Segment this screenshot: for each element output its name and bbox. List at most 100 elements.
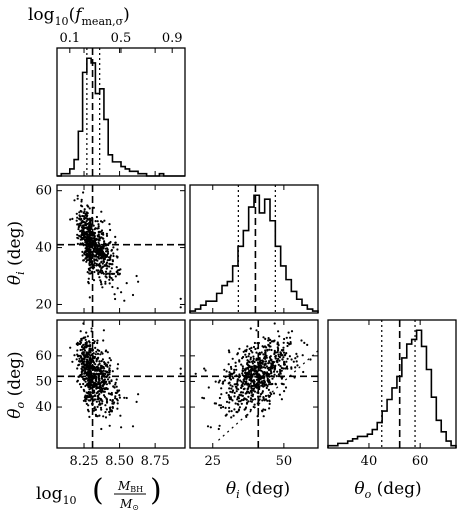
scatter-thetai-thetao-point bbox=[249, 382, 252, 385]
scatter-mbh-thetao-point bbox=[110, 410, 113, 413]
scatter-thetai-thetao-point bbox=[288, 355, 291, 358]
scatter-mbh-thetai-point bbox=[108, 223, 111, 226]
scatter-thetai-thetao-point bbox=[258, 360, 261, 364]
scatter-thetai-thetao-point bbox=[247, 400, 250, 403]
scatter-thetai-thetao-point bbox=[269, 341, 272, 345]
scatter-mbh-thetao-point bbox=[115, 391, 118, 395]
scatter-thetai-thetao-point bbox=[239, 400, 242, 403]
scatter-mbh-thetai-panel: 20 40 60 bbox=[35, 184, 186, 314]
scatter-thetai-thetao-point bbox=[264, 349, 267, 352]
scatter-mbh-thetao-point bbox=[76, 367, 79, 370]
scatter-mbh-thetai-point bbox=[109, 270, 112, 273]
scatter-mbh-thetao-point bbox=[116, 367, 119, 370]
scatter-thetai-thetao-point bbox=[214, 402, 218, 405]
scatter-thetai-thetao-point bbox=[218, 379, 221, 382]
scatter-thetai-thetao-point bbox=[250, 370, 253, 373]
xlabel-mbh: log10 ( MBH M⊙ ) bbox=[36, 473, 162, 512]
scatter-mbh-thetao-point bbox=[103, 362, 106, 366]
scatter-mbh-thetao-point bbox=[114, 381, 117, 384]
scatter-mbh-thetao-point bbox=[99, 403, 102, 406]
scatter-mbh-thetao-point bbox=[104, 411, 107, 414]
scatter-thetai-thetao-point bbox=[247, 360, 250, 363]
scatter-thetai-thetao-point bbox=[236, 383, 239, 386]
scatter-thetai-thetao-point bbox=[255, 329, 258, 332]
scatter-mbh-thetao-point bbox=[84, 338, 87, 341]
scatter-thetai-thetao-point bbox=[270, 359, 273, 362]
scatter-thetai-thetao-point bbox=[280, 349, 283, 352]
scatter-thetai-thetao-point bbox=[222, 405, 225, 409]
scatter-thetai-thetao-point bbox=[262, 336, 265, 339]
scatter-mbh-thetao-point bbox=[96, 339, 99, 342]
scatter-mbh-thetao-point bbox=[102, 394, 106, 397]
scatter-thetai-thetao-point bbox=[227, 363, 230, 366]
scatter-thetai-thetao-point bbox=[231, 399, 234, 402]
scatter-thetai-thetao-point bbox=[250, 386, 253, 389]
scatter-mbh-thetao-point bbox=[99, 397, 102, 400]
scatter-mbh-thetai-point bbox=[98, 247, 101, 250]
scatter-mbh-thetai-point bbox=[102, 231, 105, 235]
scatter-mbh-thetao-point bbox=[104, 416, 108, 419]
scatter-thetai-thetao-point bbox=[266, 367, 269, 370]
scatter-mbh-thetao-point bbox=[90, 360, 93, 364]
scatter-thetai-thetao-point bbox=[247, 372, 250, 376]
scatter-thetai-thetao-point bbox=[274, 357, 277, 360]
scatter-mbh-thetao-point bbox=[98, 400, 101, 403]
scatter-mbh-thetao-point bbox=[100, 351, 103, 354]
scatter-thetai-thetao-point bbox=[273, 365, 277, 368]
scatter-mbh-thetai-point bbox=[96, 245, 99, 248]
scatter-mbh-thetai-point bbox=[116, 248, 119, 251]
scatter-mbh-thetao-point bbox=[76, 343, 79, 346]
scatter-mbh-thetai-point bbox=[76, 233, 79, 236]
scatter-thetai-thetao-point bbox=[300, 339, 303, 342]
scatter-thetai-thetao-point bbox=[237, 395, 240, 398]
scatter-mbh-thetai-point bbox=[83, 226, 86, 230]
scatter-thetai-thetao-point bbox=[295, 360, 298, 363]
scatter-mbh-thetao-point bbox=[96, 352, 100, 355]
scatter-mbh-thetai-point bbox=[115, 255, 118, 258]
scatter-mbh-thetao-point bbox=[105, 383, 108, 386]
scatter-mbh-thetai-point bbox=[86, 259, 89, 262]
scatter-mbh-thetai-point bbox=[120, 291, 123, 294]
scatter-thetai-thetao-point bbox=[292, 360, 295, 363]
scatter-thetai-thetao-point bbox=[241, 383, 244, 386]
scatter-mbh-thetao-point bbox=[123, 396, 126, 399]
scatter-mbh-thetai-point bbox=[87, 226, 90, 230]
scatter-thetai-thetao-point bbox=[245, 380, 248, 383]
scatter-mbh-thetao-point bbox=[86, 371, 89, 375]
scatter-thetai-thetao-point bbox=[268, 383, 271, 386]
scatter-mbh-thetao-point bbox=[114, 383, 117, 386]
scatter-mbh-thetai-point bbox=[86, 204, 89, 207]
scatter-thetai-thetao-point bbox=[280, 369, 283, 372]
scatter-mbh-thetao-point bbox=[96, 369, 99, 372]
scatter-thetai-thetao-point bbox=[246, 390, 249, 393]
scatter-thetai-thetao-point bbox=[267, 379, 270, 382]
scatter-mbh-thetai-point bbox=[106, 259, 109, 262]
scatter-thetai-thetao-point bbox=[245, 355, 248, 359]
scatter-mbh-thetai-point bbox=[91, 237, 95, 240]
scatter-mbh-thetao-point bbox=[119, 414, 122, 417]
scatter-mbh-thetao-point bbox=[85, 344, 88, 347]
scatter-mbh-thetao-point bbox=[101, 400, 104, 403]
scatter-mbh-thetai-point bbox=[88, 207, 91, 210]
scatter-thetai-thetao-point bbox=[278, 335, 281, 338]
scatter-thetai-thetao-point bbox=[276, 370, 279, 373]
scatter-mbh-thetao-point bbox=[80, 385, 83, 389]
scatter-mbh-thetao-point bbox=[87, 386, 90, 389]
scatter-mbh-thetai-point bbox=[81, 205, 84, 208]
scatter-thetai-thetao-point bbox=[224, 406, 227, 409]
scatter-thetai-thetao-point bbox=[227, 394, 230, 397]
scatter-mbh-thetao-point bbox=[89, 356, 92, 359]
scatter-thetai-thetao-point bbox=[248, 347, 251, 350]
scatter-mbh-thetao-point bbox=[108, 376, 111, 379]
scatter-thetai-thetao-point bbox=[228, 406, 231, 409]
scatter-mbh-thetao-point bbox=[96, 373, 100, 376]
scatter-thetai-thetao-point bbox=[225, 391, 228, 394]
scatter-thetai-thetao-point bbox=[231, 385, 234, 388]
scatter-thetai-thetao-point bbox=[237, 408, 241, 411]
scatter-mbh-thetao-point bbox=[100, 408, 103, 411]
scatter-thetai-thetao-point bbox=[243, 377, 246, 380]
scatter-thetai-thetao-point bbox=[275, 360, 278, 363]
scatter-mbh-thetao-point bbox=[89, 391, 92, 394]
scatter-thetai-thetao-point bbox=[268, 348, 271, 351]
scatter-mbh-thetai-point bbox=[93, 262, 96, 265]
